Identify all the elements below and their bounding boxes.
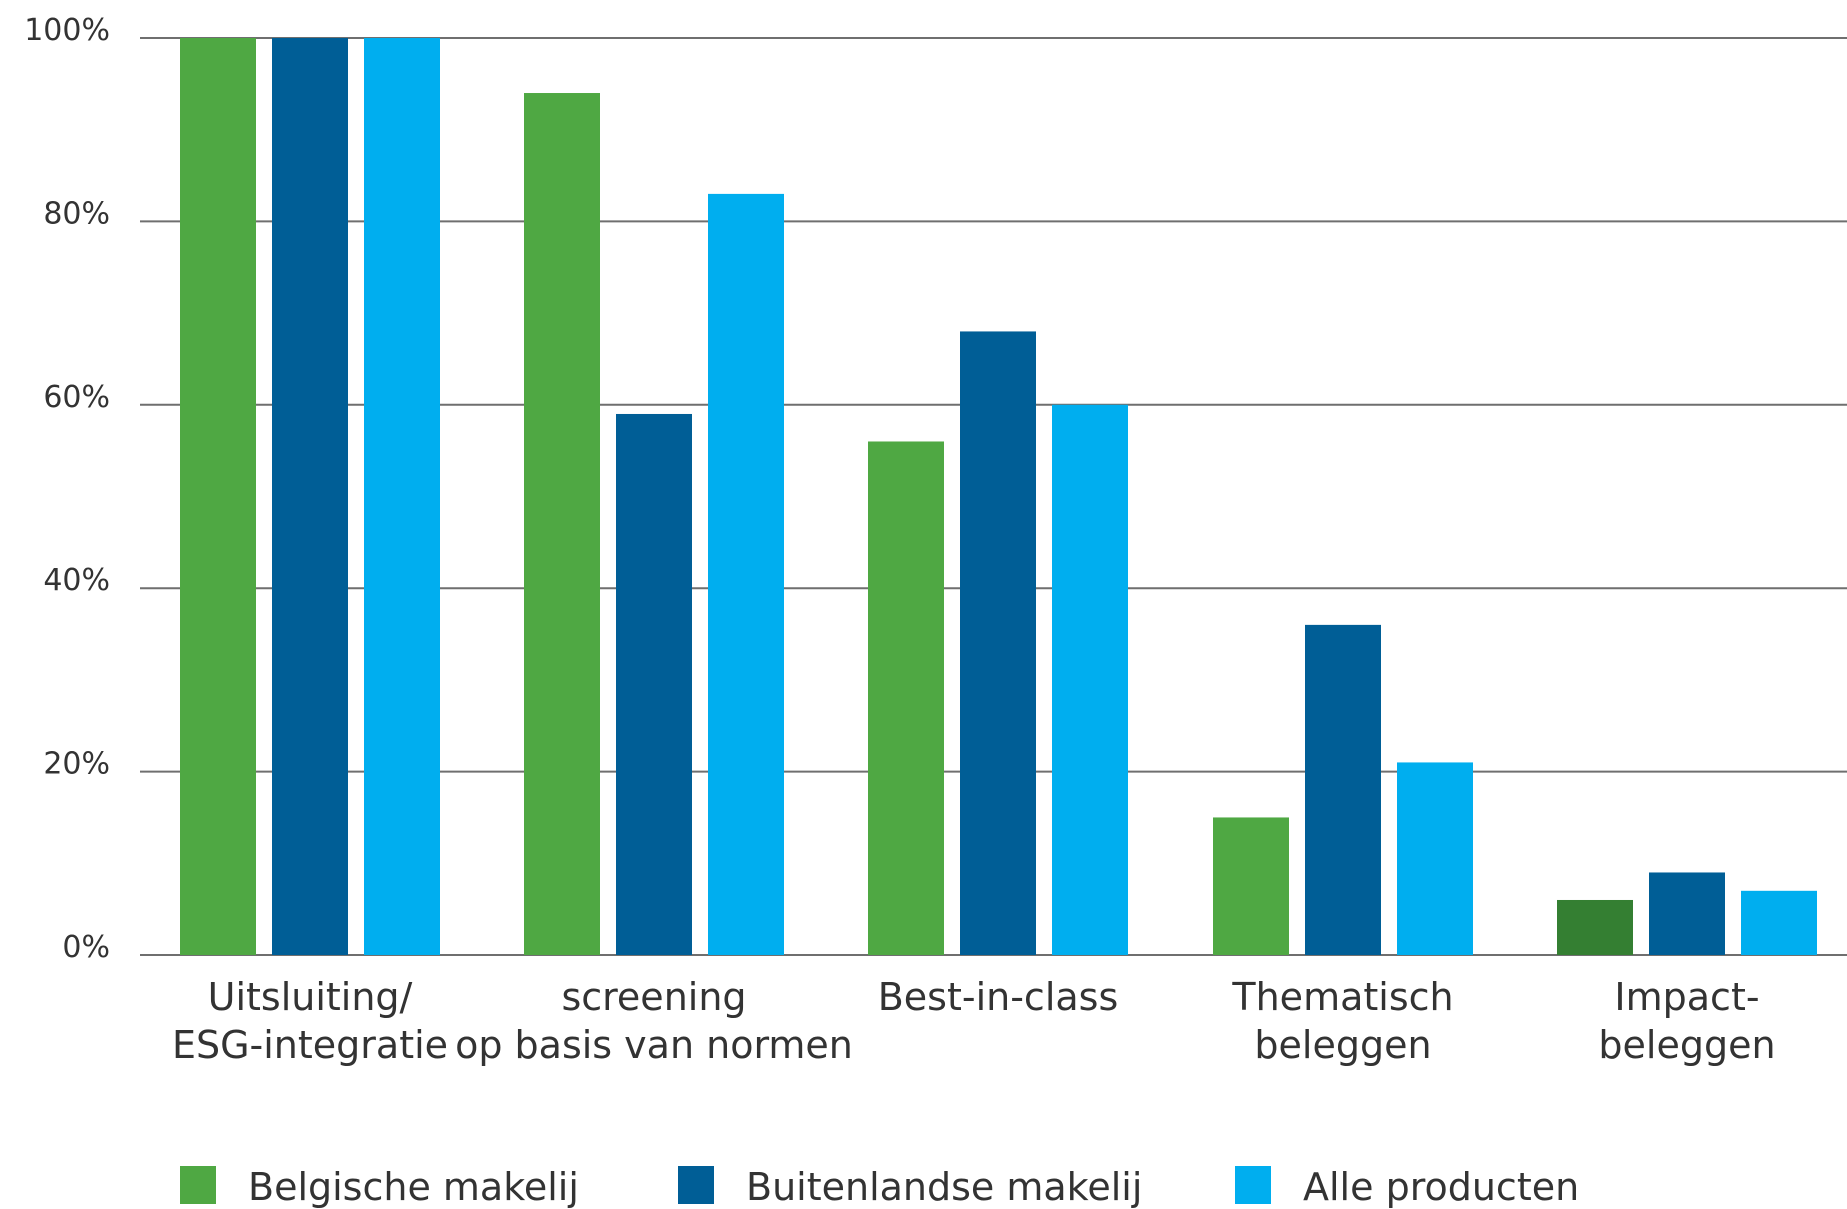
x-category-label: beleggen (1254, 1023, 1431, 1067)
bar-buitenlandse-makelij-2 (960, 331, 1036, 955)
y-tick-label: 20% (43, 747, 110, 782)
y-tick-label: 0% (62, 930, 110, 965)
x-category-label: screening (561, 975, 746, 1019)
bar-buitenlandse-makelij-0 (272, 38, 348, 955)
x-category-label: op basis van normen (455, 1023, 853, 1067)
bar-alle-producten-2 (1052, 404, 1128, 955)
bar-buitenlandse-makelij-3 (1305, 624, 1381, 955)
bar-belgische-makelij-4 (1557, 899, 1633, 955)
bar-alle-producten-0 (364, 38, 440, 955)
y-tick-label: 80% (43, 196, 110, 231)
bar-alle-producten-3 (1397, 762, 1473, 955)
bar-belgische-makelij-3 (1213, 817, 1289, 955)
legend-label: Belgische makelij (248, 1165, 579, 1209)
bar-buitenlandse-makelij-4 (1649, 872, 1725, 955)
y-tick-label: 60% (43, 380, 110, 415)
x-category-label: Impact- (1614, 975, 1759, 1019)
x-category-label: beleggen (1598, 1023, 1775, 1067)
y-tick-label: 40% (43, 563, 110, 598)
bar-alle-producten-1 (708, 193, 784, 955)
legend-label: Buitenlandse makelij (746, 1165, 1142, 1209)
y-axis-ticks: 0% 20% 40% 60% 80% 100% (24, 13, 110, 965)
bars (180, 38, 1817, 956)
legend: Belgische makelij Buitenlandse makelij All… (180, 1165, 1579, 1209)
legend-swatch (678, 1166, 714, 1204)
bar-belgische-makelij-1 (524, 93, 600, 955)
x-category-label: ESG-integratie (172, 1023, 448, 1067)
bar-belgische-makelij-0 (180, 38, 256, 955)
legend-swatch (1235, 1166, 1271, 1204)
bar-buitenlandse-makelij-1 (616, 413, 692, 956)
y-tick-label: 100% (24, 13, 110, 48)
bar-belgische-makelij-2 (868, 441, 944, 956)
x-category-label: Best-in-class (878, 975, 1119, 1019)
bar-alle-producten-4 (1741, 890, 1817, 955)
x-category-label: Uitsluiting/ (208, 975, 413, 1019)
x-category-label: Thematisch (1231, 975, 1453, 1019)
legend-swatch (180, 1166, 216, 1204)
legend-label: Alle producten (1303, 1165, 1579, 1209)
